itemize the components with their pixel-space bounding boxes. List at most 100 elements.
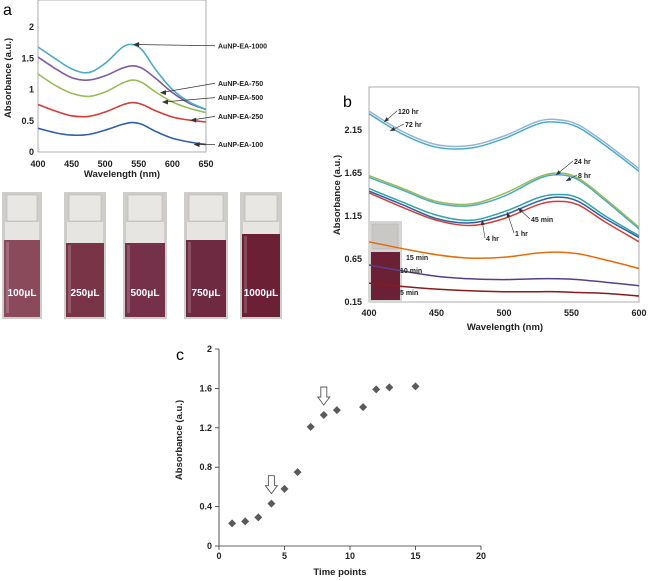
chart-c-ytick-4: 1.6: [199, 383, 212, 393]
chart-a-series-label-2: AuNP-EA-500: [218, 95, 263, 102]
chart-c-xtick-0: 0: [216, 551, 221, 561]
chart-b-annotation-arrowhead-0: [384, 117, 390, 122]
chart-b-ytick-3: 1.65: [344, 168, 362, 178]
chart-a-ytick-4: 2: [29, 22, 34, 32]
chart-b-series-label-7: 15 min: [406, 255, 428, 262]
vial-glass-0: [5, 222, 39, 240]
chart-b-xlabel: Wavelength (nm): [467, 322, 543, 333]
chart-b-ytick-1: 0.65: [344, 254, 362, 264]
chart-a-annotation-arrowhead-4: [193, 142, 200, 147]
chart-c-point-6: [306, 422, 315, 431]
vial-cap-0: [6, 194, 38, 222]
vial-highlight-3: [188, 242, 191, 313]
chart-a-annotation-arrow-2: [162, 97, 216, 103]
chart-b-series-line-9: [369, 110, 639, 170]
chart-c-ytick-3: 1.2: [199, 423, 212, 433]
chart-b-annotation-arrowhead-6: [480, 220, 485, 226]
vial-highlight-1: [68, 245, 71, 313]
vial-liquid-4: [242, 234, 280, 317]
chart-c-xtick-3: 15: [410, 551, 420, 561]
chart-a-xtick-3: 550: [131, 159, 146, 169]
vial-liquid-3: [186, 240, 226, 317]
chart-b-series-label-1: 72 hr: [405, 122, 422, 129]
chart-b-frame: [368, 86, 640, 303]
chart-b-annotation-arrowhead-3: [566, 176, 572, 181]
chart-b-annotation-arrowhead-1: [390, 127, 396, 131]
chart-b-series-label-2: 24 hr: [574, 159, 591, 166]
chart-c: 0 5 10 15 20 0 0.4 0.8 1.2 1.6 2 Time points Absor…: [174, 344, 486, 578]
chart-b-series-label-3: 8 hr: [578, 173, 591, 180]
chart-b-series-label-6: 4 hr: [486, 236, 499, 243]
vial-label-1: 250μL: [71, 288, 100, 299]
chart-a-series-label-4: AuNP-EA-100: [218, 142, 263, 149]
chart-c-xtick-4: 20: [476, 551, 486, 561]
chart-a-xtick-0: 400: [30, 159, 45, 169]
chart-c-point-9: [359, 403, 368, 412]
chart-a-series-line-1: [38, 101, 206, 123]
chart-b-xtick-0: 400: [361, 308, 376, 318]
chart-a-xlabel: Wavelength (nm): [84, 169, 160, 180]
chart-a-series-label-0: AuNP-EA-1000: [218, 43, 267, 50]
vial-liquid-2: [125, 243, 165, 317]
chart-b-series-line-1: [369, 264, 639, 287]
panel-letter-a: a: [3, 2, 12, 19]
chart-b-ylabel: Absorbance (a.u.): [332, 155, 343, 235]
chart-b-series-line-8: [369, 113, 639, 172]
chart-b-xtick-1: 450: [429, 308, 444, 318]
chart-b-xtick-4: 600: [631, 308, 646, 318]
chart-a-series-line-0: [38, 121, 206, 146]
vial-cap-4: [244, 194, 278, 222]
inset-vial-liquid: [371, 252, 400, 300]
chart-c-xtick-2: 10: [345, 551, 355, 561]
chart-b-series-line-7: [369, 172, 639, 228]
chart-c-point-11: [385, 383, 394, 392]
chart-a-annotation-arrow-0: [134, 44, 216, 47]
chart-a-ytick-2: 1: [29, 85, 34, 95]
chart-b-series-line-3: [369, 192, 639, 243]
chart-b-series-label-4: 45 min: [531, 217, 553, 224]
chart-a-annotation-arrowhead-2: [161, 99, 168, 105]
chart-a-series-label-1: AuNP-EA-750: [218, 81, 263, 88]
chart-a: 400 450 500 550 600 650 0 0.5 1 1.5 2 AuNP-EA-1000…: [3, 0, 267, 180]
vial-liquid-1: [66, 243, 104, 317]
chart-b-ytick-0: 0.15: [344, 297, 362, 307]
chart-c-point-2: [254, 513, 263, 522]
chart-a-ytick-0: 0: [29, 147, 34, 157]
chart-b-series-line-4: [369, 190, 639, 239]
chart-b-ytick-4: 2.15: [344, 125, 362, 135]
chart-c-point-1: [241, 517, 250, 526]
chart-a-annotation-arrowhead-3: [190, 117, 197, 123]
chart-c-ytick-5: 2: [207, 344, 212, 354]
chart-c-hollow-arrow-1: [316, 386, 331, 406]
vial-cap-3: [188, 194, 224, 222]
vial-highlight-0: [6, 242, 9, 313]
chart-b-inset-vial: [369, 221, 402, 302]
chart-c-point-3: [267, 499, 276, 508]
chart-b-series-label-9: 5 min: [400, 290, 418, 297]
vial-highlight-4: [244, 236, 247, 313]
chart-a-annotation-arrowhead-0: [133, 42, 140, 47]
vial-label-4: 1000μL: [244, 288, 278, 299]
chart-a-series-label-3: AuNP-EA-250: [218, 114, 263, 121]
vial-label-3: 750μL: [192, 288, 221, 299]
vial-glass-4: [243, 222, 279, 234]
chart-c-ylabel: Absorbance (a.u.): [174, 400, 185, 480]
chart-a-series-line-3: [38, 56, 206, 111]
chart-c-point-0: [228, 519, 237, 528]
chart-c-point-4: [280, 484, 289, 493]
chart-a-xtick-1: 450: [64, 159, 79, 169]
chart-a-annotation-arrow-1: [160, 82, 216, 93]
vial-photos: 100μL 250μL 500μL 750μL 1000μL: [2, 192, 282, 319]
chart-a-frame: [37, 0, 207, 153]
chart-c-ytick-0: 0: [207, 541, 212, 551]
chart-a-ylabel: Absorbance (a.u.): [3, 38, 14, 118]
vial-glass-3: [187, 222, 225, 240]
chart-a-xtick-4: 600: [165, 159, 180, 169]
chart-b-xtick-3: 550: [564, 308, 579, 318]
chart-b-annotation-arrowhead-5: [506, 212, 511, 218]
chart-b-annotation-arrowhead-4: [518, 208, 523, 213]
chart-a-ytick-3: 1.5: [21, 53, 34, 63]
chart-a-ytick-1: 0.5: [21, 116, 34, 126]
chart-b: 400 450 500 550 600 0.15 0.65 1.15 1.65 2.15 120 …: [332, 86, 647, 333]
